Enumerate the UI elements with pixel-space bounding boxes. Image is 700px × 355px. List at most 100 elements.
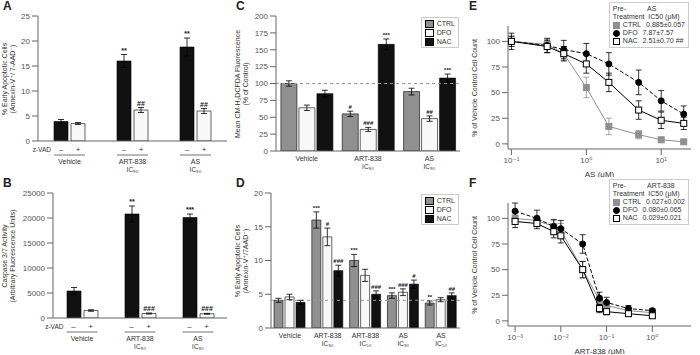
svg-text:20000: 20000 [23,214,46,223]
svg-text:ART-838: ART-838 [354,155,382,162]
svg-text:AS: AS [436,332,446,339]
svg-text:##: ## [426,109,433,115]
svg-text:IC₉₀: IC₉₀ [397,340,409,347]
svg-text:AS: AS [399,332,409,339]
svg-text:–: – [185,145,190,154]
svg-text:IC₉₀: IC₉₀ [127,166,139,173]
svg-text:Vehicle: Vehicle [58,158,81,165]
svg-text:75: 75 [491,63,500,72]
svg-text:–: – [122,145,127,154]
svg-text:10⁻²: 10⁻² [553,333,569,342]
svg-text:–: – [59,145,64,154]
svg-text:10⁻³: 10⁻³ [507,333,523,342]
svg-text:ART-838: ART-838 [314,332,342,339]
svg-text:15: 15 [21,62,30,71]
svg-text:–: – [129,322,134,331]
svg-text:***: *** [313,205,321,211]
svg-text:###: ### [371,284,382,290]
svg-text:–: – [71,322,76,331]
svg-text:IC₉₀: IC₉₀ [423,163,435,170]
svg-text:200: 200 [255,12,269,21]
svg-text:***: *** [351,247,359,253]
svg-text:##: ## [448,286,455,292]
svg-text:AS: AS [191,158,201,165]
svg-text:+: + [76,145,81,154]
svg-text:150: 150 [255,46,269,55]
svg-text:20: 20 [21,37,30,46]
svg-text:15: 15 [254,223,263,232]
svg-text:AS: AS [193,335,203,342]
svg-text:***: *** [444,67,452,73]
svg-text:25: 25 [21,12,30,21]
svg-text:10: 10 [254,256,263,265]
svg-text:###: ### [363,120,374,126]
svg-text:**: ** [427,294,432,300]
svg-text:IC₉₀: IC₉₀ [322,340,334,347]
svg-text:100: 100 [255,79,269,88]
svg-text:IC₉₀: IC₉₀ [192,343,204,350]
svg-text:10000: 10000 [23,264,46,273]
svg-text:25: 25 [491,291,500,300]
svg-text:AS: AS [425,155,435,162]
svg-text:+: + [204,322,209,331]
svg-text:0: 0 [259,324,264,333]
svg-text:25000: 25000 [23,189,46,198]
svg-text:50: 50 [491,88,500,97]
svg-text:0: 0 [41,314,46,323]
svg-text:+: + [146,322,151,331]
svg-text:#: # [326,221,330,227]
svg-text:ART-838: ART-838 [352,332,380,339]
svg-text:75: 75 [259,96,268,105]
svg-text:10¹: 10¹ [655,156,667,165]
svg-text:15000: 15000 [23,239,46,248]
svg-text:z-VAD: z-VAD [45,323,64,330]
svg-text:+: + [202,145,207,154]
svg-text:5: 5 [26,112,31,121]
svg-text:AS (μM): AS (μM) [585,170,615,177]
svg-text:Vehicle: Vehicle [295,155,318,162]
svg-text:0: 0 [264,147,269,156]
svg-text:ART-838: ART-838 [126,335,154,342]
svg-text:50: 50 [491,265,500,274]
svg-text:***: *** [388,286,396,292]
svg-text:20: 20 [254,189,263,198]
svg-text:100: 100 [487,37,501,46]
svg-text:IC₅₀: IC₅₀ [360,340,372,347]
svg-text:#: # [349,104,353,110]
svg-text:125: 125 [255,62,269,71]
svg-text:###: ### [333,258,344,264]
svg-text:–: – [187,322,192,331]
svg-text:10⁻¹: 10⁻¹ [599,333,615,342]
svg-text:50: 50 [259,113,268,122]
svg-text:+: + [139,145,144,154]
svg-text:###: ### [143,305,155,312]
svg-text:IC₉₀: IC₉₀ [134,343,146,350]
svg-text:10: 10 [21,87,30,96]
svg-text:5: 5 [259,290,264,299]
svg-text:+: + [88,322,93,331]
svg-text:ART-838: ART-838 [119,158,147,165]
svg-text:**: ** [129,198,135,205]
svg-text:25: 25 [491,114,500,123]
svg-text:10⁰: 10⁰ [580,156,592,165]
svg-text:###: ### [398,282,409,288]
svg-text:IC₉₀: IC₉₀ [362,163,374,170]
svg-text:10⁻¹: 10⁻¹ [504,156,520,165]
svg-text:Vehicle: Vehicle [71,335,94,342]
svg-text:#: # [412,273,416,279]
svg-text:**: ** [121,47,127,54]
svg-text:100: 100 [487,214,501,223]
svg-text:ART-838 (μM): ART-838 (μM) [574,347,625,354]
svg-text:10⁰: 10⁰ [646,333,658,342]
svg-text:75: 75 [491,240,500,249]
svg-text:**: ** [184,30,190,37]
svg-text:Vehicle: Vehicle [279,332,302,339]
svg-text:25: 25 [259,130,268,139]
svg-text:5000: 5000 [27,289,45,298]
svg-text:0: 0 [496,140,501,149]
svg-text:***: *** [383,32,391,38]
svg-text:0: 0 [496,317,501,326]
svg-text:IC₅₀: IC₅₀ [435,340,447,347]
svg-text:***: *** [186,206,194,213]
svg-text:175: 175 [255,29,269,38]
